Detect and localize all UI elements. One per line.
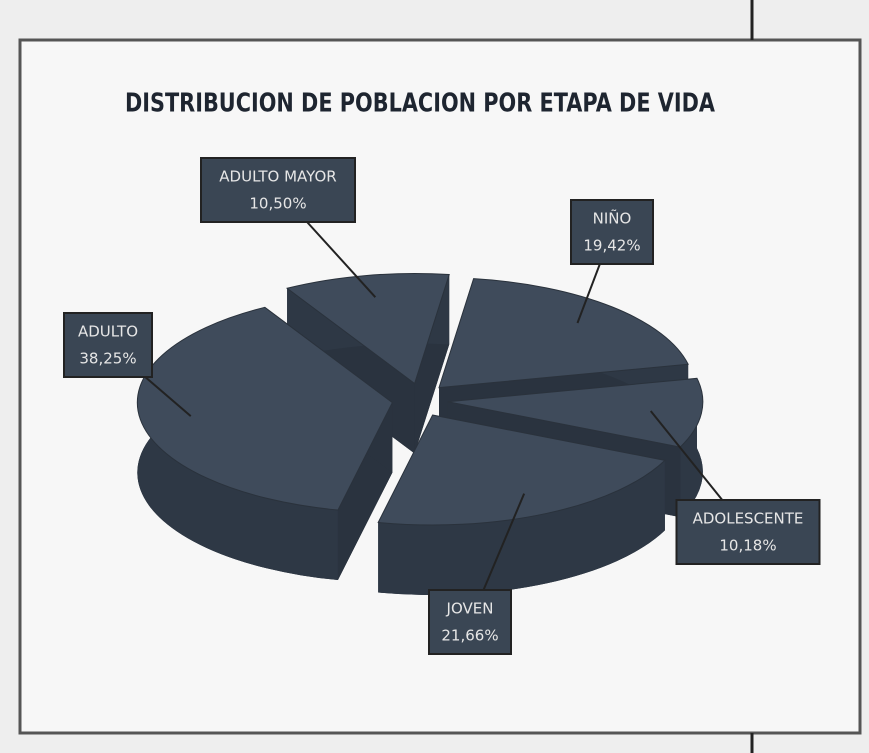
label-box bbox=[200, 157, 356, 223]
category-label: ADULTO MAYOR bbox=[219, 168, 336, 186]
label-box bbox=[570, 199, 654, 265]
pie-slice bbox=[136, 306, 393, 511]
pie-slice bbox=[285, 273, 450, 385]
pie-slice bbox=[447, 377, 704, 448]
value-label: 21,66% bbox=[441, 627, 498, 645]
label-box bbox=[63, 312, 153, 378]
category-label: NIÑO bbox=[593, 209, 632, 228]
value-label: 19,42% bbox=[583, 237, 640, 255]
category-label: ADOLESCENTE bbox=[693, 510, 804, 528]
label-box bbox=[428, 589, 512, 655]
value-label: 38,25% bbox=[79, 350, 136, 368]
chart-title: DISTRIBUCION DE POBLACION POR ETAPA DE V… bbox=[125, 89, 715, 119]
category-label: ADULTO bbox=[78, 323, 138, 341]
value-label: 10,18% bbox=[719, 537, 776, 555]
label-box bbox=[675, 499, 821, 565]
pie-slice bbox=[377, 414, 666, 526]
category-label: JOVEN bbox=[446, 600, 494, 618]
pie-slice bbox=[438, 278, 689, 389]
value-label: 10,50% bbox=[249, 195, 306, 213]
slice-side bbox=[378, 460, 665, 596]
